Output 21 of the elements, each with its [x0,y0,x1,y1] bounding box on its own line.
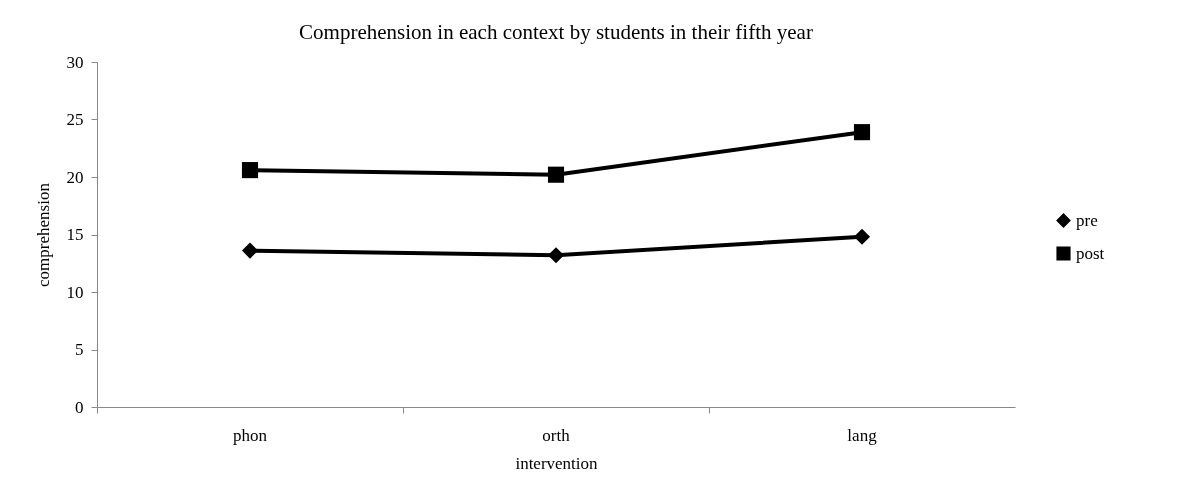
x-tick-label: phon [233,425,268,445]
x-axis-title: intervention [515,453,599,473]
x-tick-label: orth [542,425,571,445]
y-axis-title: comprehension [33,182,53,287]
y-tick-label: 25 [66,110,84,129]
point [241,242,259,259]
legend-label: pre [1076,210,1098,230]
y-tick-label: 20 [66,167,84,187]
y-tick-label: 0 [75,397,84,417]
y-tick-label: 5 [75,340,84,359]
y-tick-label: 30 [66,52,84,72]
point [853,124,871,141]
point [241,162,259,179]
point [547,247,565,264]
legend-label: post [1076,243,1105,263]
point [547,166,565,183]
y-tick-label: 10 [66,282,84,302]
chart-title: Comprehension in each context by students in their fifth year [299,20,813,44]
y-tick-label: 15 [66,225,84,244]
x-tick-label: lang [847,425,878,445]
point [853,228,871,245]
